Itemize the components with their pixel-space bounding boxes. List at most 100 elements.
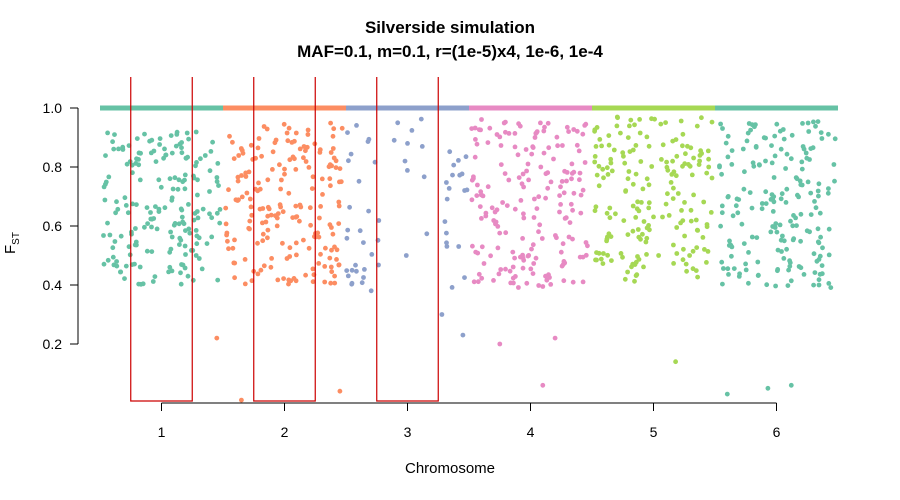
data-point xyxy=(156,177,162,183)
data-point xyxy=(345,130,350,136)
data-point xyxy=(122,195,128,201)
data-point xyxy=(170,186,176,192)
data-point xyxy=(633,215,639,220)
data-point xyxy=(207,168,213,174)
data-point xyxy=(772,153,778,159)
data-point xyxy=(471,174,476,180)
data-point xyxy=(118,269,123,275)
data-point xyxy=(562,216,568,221)
data-point xyxy=(178,270,183,276)
data-point xyxy=(180,219,186,225)
data-point xyxy=(618,130,623,136)
data-point xyxy=(198,156,203,162)
data-point xyxy=(243,174,249,179)
data-point xyxy=(580,279,586,285)
data-point xyxy=(796,194,801,200)
data-point xyxy=(695,228,701,233)
data-point xyxy=(179,150,185,156)
data-point xyxy=(477,204,483,210)
data-point xyxy=(102,197,108,203)
data-point xyxy=(532,135,538,140)
data-point xyxy=(526,177,531,183)
data-point xyxy=(301,155,306,161)
data-point xyxy=(520,171,526,177)
data-point xyxy=(328,264,334,270)
data-point xyxy=(345,273,351,279)
data-point xyxy=(230,139,235,145)
data-point xyxy=(623,189,628,194)
data-point xyxy=(357,228,363,234)
data-point xyxy=(618,251,624,256)
data-point xyxy=(456,244,462,249)
data-point xyxy=(660,214,665,220)
data-point xyxy=(781,238,787,244)
outlier-point xyxy=(337,388,343,394)
data-point xyxy=(670,158,675,164)
data-point xyxy=(515,152,521,158)
data-point xyxy=(243,170,249,176)
data-point xyxy=(498,267,504,272)
data-point xyxy=(368,288,374,294)
data-point xyxy=(293,240,299,246)
data-point xyxy=(134,202,139,208)
data-point xyxy=(816,193,821,199)
data-point xyxy=(543,171,549,177)
data-point xyxy=(506,131,512,136)
data-point xyxy=(162,146,167,152)
data-point xyxy=(331,126,337,132)
data-point xyxy=(348,151,354,157)
data-point xyxy=(265,235,270,241)
data-point xyxy=(111,146,117,152)
data-point xyxy=(790,223,796,229)
data-point xyxy=(353,262,358,268)
data-point xyxy=(293,278,299,284)
data-point xyxy=(194,233,200,239)
data-point xyxy=(605,252,610,258)
data-point xyxy=(658,121,664,127)
data-point xyxy=(504,203,510,209)
data-point xyxy=(268,212,274,218)
data-point xyxy=(520,252,525,258)
data-point xyxy=(540,284,546,289)
data-point xyxy=(739,221,745,227)
data-point xyxy=(630,147,636,153)
data-point xyxy=(741,241,747,247)
data-point xyxy=(489,205,495,211)
data-point xyxy=(451,162,457,168)
data-point xyxy=(337,166,343,172)
outlier-point xyxy=(765,385,771,391)
data-point xyxy=(779,249,784,254)
data-point xyxy=(607,205,613,211)
data-point xyxy=(806,129,812,134)
data-point xyxy=(269,256,274,261)
data-point xyxy=(472,154,478,160)
data-point xyxy=(663,201,669,207)
data-point xyxy=(182,177,187,183)
data-point xyxy=(255,240,260,246)
data-point xyxy=(794,176,800,182)
data-point xyxy=(539,236,545,241)
data-point xyxy=(265,213,271,219)
data-point xyxy=(277,202,283,208)
data-point xyxy=(279,177,284,183)
data-point xyxy=(718,223,723,229)
data-point xyxy=(503,129,508,135)
data-point xyxy=(621,153,626,159)
outlier-point xyxy=(460,332,466,338)
data-point xyxy=(637,130,643,136)
data-point xyxy=(110,245,116,251)
data-point xyxy=(144,205,150,211)
data-point xyxy=(794,223,799,229)
data-point xyxy=(811,251,817,257)
data-point xyxy=(362,267,367,272)
data-point xyxy=(723,140,729,146)
outlier-point xyxy=(724,391,730,397)
data-point xyxy=(557,209,562,215)
data-point xyxy=(265,227,271,233)
data-point xyxy=(755,259,761,265)
data-point xyxy=(803,150,809,156)
data-point xyxy=(798,265,804,271)
data-point xyxy=(625,135,631,141)
data-point xyxy=(659,157,664,162)
data-point xyxy=(729,148,735,154)
